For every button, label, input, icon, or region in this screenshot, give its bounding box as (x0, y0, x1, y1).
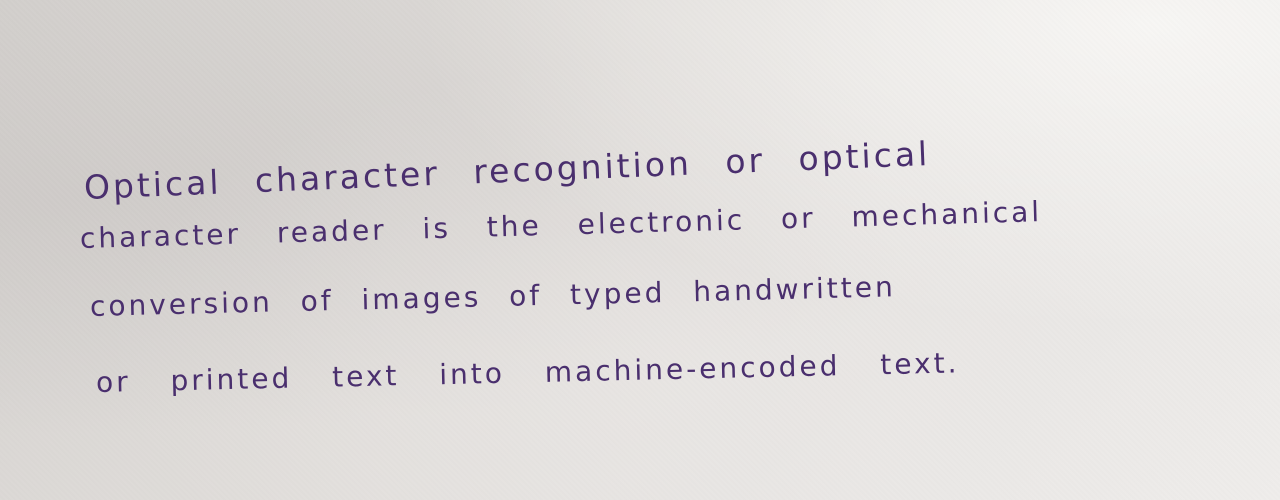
handwritten-line-1: Optical character recognition or optical (83, 134, 931, 207)
handwritten-line-2: character reader is the electronic or me… (79, 195, 1043, 255)
handwritten-line-4: or printed text into machine-encoded tex… (95, 346, 960, 399)
handwritten-line-3: conversion of images of typed handwritte… (89, 270, 897, 323)
